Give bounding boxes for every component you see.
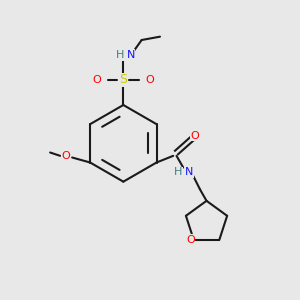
Text: H: H — [174, 167, 182, 178]
Text: H: H — [116, 50, 124, 60]
Text: O: O — [92, 75, 101, 85]
Text: N: N — [185, 167, 194, 178]
Text: S: S — [119, 74, 127, 86]
Text: O: O — [146, 75, 154, 85]
Text: O: O — [186, 235, 195, 245]
Text: O: O — [62, 151, 70, 161]
Text: O: O — [190, 131, 199, 141]
Text: N: N — [127, 50, 135, 60]
